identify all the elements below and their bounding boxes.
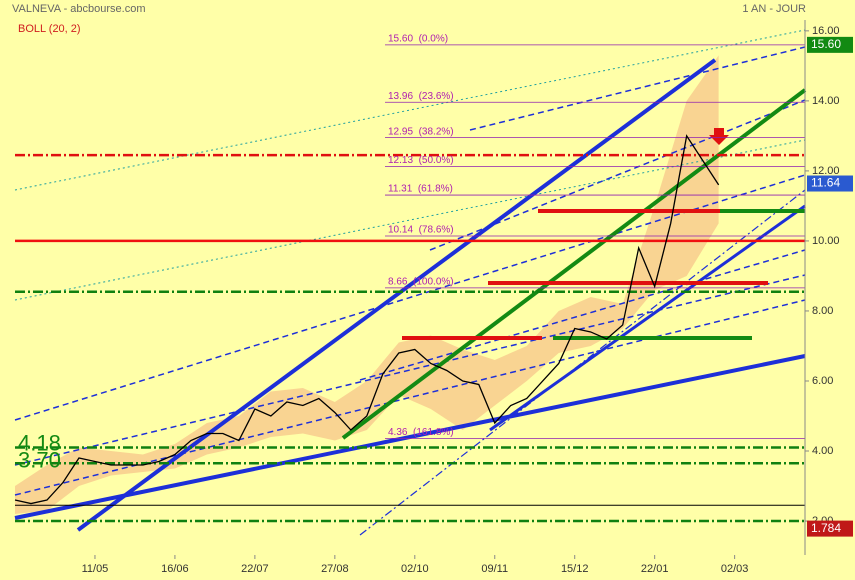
fib-label: 10.14 (78.6%) (388, 225, 454, 236)
trend-line (14, 174, 806, 421)
y-tick-label: 12.00 (812, 165, 840, 177)
indicator-label: BOLL (20, 2) (18, 23, 81, 35)
period-label: 1 AN - JOUR (742, 3, 806, 15)
x-tick-label: 22/01 (641, 563, 669, 575)
y-tick-label: 10.00 (812, 235, 840, 247)
trend-line (76, 58, 717, 532)
fib-label: 8.66 (100.0%) (388, 276, 454, 287)
y-tick-label: 8.00 (812, 305, 833, 317)
trend-lines (14, 29, 807, 536)
fib-label: 12.95 (38.2%) (388, 126, 454, 137)
x-tick-label: 09/11 (481, 563, 508, 575)
y-tick-label: 4.00 (812, 445, 833, 457)
y-tick-label: 6.00 (812, 375, 833, 387)
x-tick-label: 02/03 (721, 563, 749, 575)
x-tick-label: 02/10 (401, 563, 429, 575)
sell-arrow (709, 128, 729, 145)
y-tick-label: 14.00 (812, 95, 840, 107)
level-label: 4.18 (18, 431, 61, 456)
price-badge (807, 36, 853, 53)
trend-line (359, 189, 806, 536)
price-line (14, 134, 720, 505)
x-tick-label: 27/08 (321, 563, 349, 575)
price-badge-label: 11.64 (811, 176, 840, 190)
fib-label: 4.36 (161.8%) (388, 427, 454, 438)
fib-label: 12.13 (50.0%) (388, 155, 454, 166)
trend-line (429, 99, 806, 251)
price-badge-label: 15.60 (811, 37, 841, 51)
trend-line (489, 204, 806, 432)
price-badge (807, 175, 853, 192)
trend-line (14, 274, 806, 466)
chart-title: VALNEVA - abcbourse.com (12, 3, 146, 15)
trend-line (14, 354, 806, 520)
trend-line (341, 88, 807, 440)
fib-label: 11.31 (61.8%) (388, 184, 453, 195)
y-tick-label: 16.00 (812, 25, 840, 37)
x-tick-label: 15/12 (561, 563, 589, 575)
fib-label: 13.96 (23.6%) (388, 91, 454, 102)
x-tick-label: 22/07 (241, 563, 269, 575)
x-tick-label: 11/05 (82, 563, 109, 575)
price-badge (807, 520, 853, 537)
fib-label: 15.60 (0.0%) (388, 33, 448, 44)
level-label: 3.70 (18, 447, 61, 472)
x-tick-label: 16/06 (161, 563, 189, 575)
trend-line (14, 29, 806, 191)
trend-line (359, 249, 806, 381)
price-badge-label: 1.784 (811, 521, 841, 535)
trend-line (469, 46, 806, 131)
